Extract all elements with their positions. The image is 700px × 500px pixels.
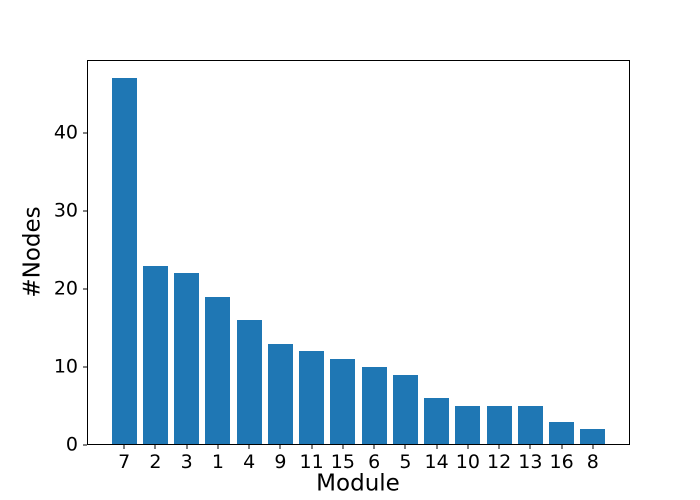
x-tick-label: 16 — [549, 451, 574, 473]
bar-module-16 — [549, 421, 575, 445]
x-tick-label: 7 — [118, 451, 131, 473]
x-tick-mark — [436, 445, 438, 449]
x-tick-label: 14 — [424, 451, 449, 473]
bar-module-8 — [580, 429, 606, 445]
y-tick-mark — [83, 288, 87, 290]
x-tick-mark — [248, 445, 250, 449]
bar-module-12 — [486, 406, 512, 445]
y-tick-label: 0 — [65, 433, 78, 456]
x-tick-mark — [467, 445, 469, 449]
x-tick-mark — [123, 445, 125, 449]
bar-module-3 — [174, 273, 200, 445]
plot-area: 7 2 3 1 4 9 11 15 6 5 14 10 12 13 16 8 0 10 20 30 40 — [54, 60, 630, 472]
x-tick-mark — [154, 445, 156, 449]
x-tick-mark — [186, 445, 188, 449]
x-tick-label: 6 — [368, 451, 381, 473]
bar-module-7 — [111, 78, 137, 445]
x-tick-label: 15 — [330, 451, 355, 473]
x-tick-mark — [373, 445, 375, 449]
bar-module-6 — [361, 367, 387, 445]
x-tick-mark — [498, 445, 500, 449]
bar-module-13 — [517, 406, 543, 445]
bars — [87, 60, 630, 445]
y-tick-label: 30 — [53, 199, 78, 222]
bar-module-4 — [236, 320, 262, 445]
bar-module-11 — [299, 351, 325, 445]
x-tick-label: 10 — [455, 451, 480, 473]
x-tick-mark — [342, 445, 344, 449]
y-tick-label: 10 — [53, 355, 78, 378]
x-tick-label: 13 — [518, 451, 543, 473]
bar-module-1 — [205, 296, 231, 445]
x-tick-label: 1 — [211, 451, 224, 473]
y-tick-mark — [83, 444, 87, 446]
x-tick-label: 2 — [149, 451, 162, 473]
y-tick-label: 40 — [53, 121, 78, 144]
x-tick-label: 9 — [274, 451, 287, 473]
x-tick-label: 11 — [299, 451, 324, 473]
x-tick-label: 5 — [399, 451, 412, 473]
x-tick-mark — [529, 445, 531, 449]
x-tick-label: 12 — [486, 451, 512, 473]
y-tick-mark — [83, 366, 87, 368]
y-axis-label: #Nodes — [19, 206, 46, 298]
y-tick-mark — [83, 210, 87, 212]
bar-module-10 — [455, 406, 481, 445]
bar-module-2 — [142, 265, 168, 445]
x-tick-label: 4 — [243, 451, 256, 473]
y-tick-label: 20 — [53, 277, 78, 300]
bar-module-5 — [392, 374, 418, 445]
x-tick-mark — [311, 445, 313, 449]
x-tick-mark — [592, 445, 594, 449]
x-tick-mark — [279, 445, 281, 449]
x-tick-mark — [561, 445, 563, 449]
x-tick-mark — [404, 445, 406, 449]
x-axis-label: Module — [316, 470, 400, 497]
y-tick-mark — [83, 132, 87, 134]
x-tick-label: 8 — [586, 451, 599, 473]
x-tick-mark — [217, 445, 219, 449]
bar-module-15 — [330, 359, 356, 445]
x-tick-label: 3 — [180, 451, 193, 473]
bar-module-9 — [267, 343, 293, 445]
bar-module-14 — [424, 398, 450, 445]
